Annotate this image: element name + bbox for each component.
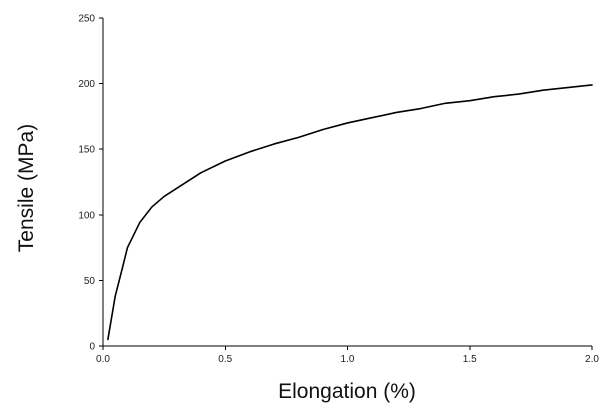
y-axis-title: Tensile (MPa) xyxy=(15,124,38,252)
y-tick-label: 250 xyxy=(78,14,95,25)
y-axis-ticks: 0 50 100 150 200 250 xyxy=(78,14,103,353)
x-tick-label: 1.0 xyxy=(341,354,355,365)
plot-area xyxy=(102,18,592,347)
y-tick-label: 150 xyxy=(78,145,95,156)
y-tick-label: 100 xyxy=(78,210,95,221)
x-tick-label: 2.0 xyxy=(585,354,599,365)
x-tick-label: 0.0 xyxy=(96,354,110,365)
x-tick-label: 0.5 xyxy=(218,354,232,365)
y-tick-label: 50 xyxy=(84,276,96,287)
x-tick-label: 1.5 xyxy=(463,354,477,365)
series-layer xyxy=(107,84,593,341)
stress-strain-curve xyxy=(107,84,593,341)
y-tick-label: 200 xyxy=(78,79,95,90)
x-axis-ticks: 0.0 0.5 1.0 1.5 2.0 xyxy=(96,346,599,365)
y-tick-label: 0 xyxy=(89,342,95,353)
x-axis-title: Elongation (%) xyxy=(278,380,416,403)
